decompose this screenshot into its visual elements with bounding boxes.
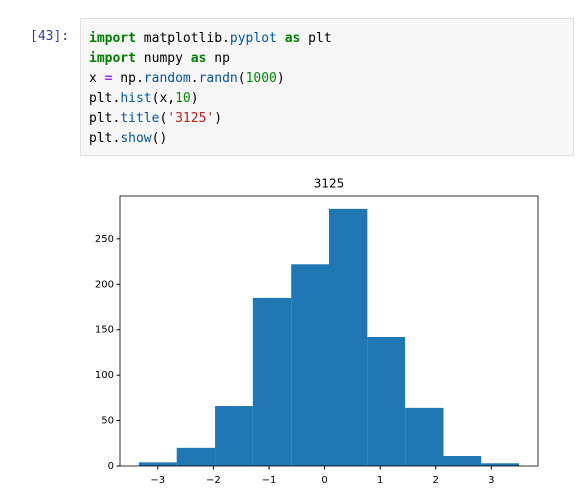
code-token: show (120, 131, 152, 146)
code-token: ) (214, 111, 223, 126)
code-token: randn (198, 71, 238, 86)
x-tick-label: −1 (262, 475, 277, 486)
code-token: ) (276, 71, 285, 86)
code-token: import (89, 51, 136, 66)
code-token: title (120, 111, 160, 126)
code-line: plt.hist(x,10) (89, 89, 565, 109)
code-token: plt (300, 31, 332, 46)
code-token: 1000 (245, 71, 277, 86)
bar (481, 463, 520, 466)
x-tick-label: −2 (206, 475, 221, 486)
code-token: = (104, 71, 113, 86)
code-cell[interactable]: import matplotlib.pyplot as plt import nu… (80, 18, 574, 156)
bar (443, 456, 482, 466)
bar (138, 462, 177, 466)
code-line: plt.show() (89, 129, 565, 149)
code-token: np. (112, 71, 144, 86)
x-tick-label: 3 (488, 475, 494, 486)
y-tick-label: 250 (95, 234, 114, 245)
y-tick-label: 100 (95, 370, 114, 381)
code-token: pyplot (229, 31, 277, 46)
code-token: np (206, 51, 230, 66)
bar (252, 297, 292, 466)
code-token: as (190, 51, 207, 66)
code-line: import numpy as np (89, 49, 565, 69)
x-tick-label: 1 (377, 475, 383, 486)
x-tick-label: −3 (150, 475, 165, 486)
bar (367, 336, 406, 466)
code-token: hist (120, 91, 152, 106)
code-token: numpy (135, 51, 191, 66)
code-token: ) (190, 91, 199, 106)
bar (215, 406, 253, 466)
chart-title: 3125 (314, 177, 345, 191)
code-token: () (151, 131, 168, 146)
axes-frame (119, 195, 539, 467)
bar (291, 264, 329, 466)
code-token: matplotlib. (135, 31, 230, 46)
x-tick-label: 0 (321, 475, 327, 486)
code-token: . (190, 71, 199, 86)
code-token: (x, (151, 91, 176, 106)
code-token: random (143, 71, 191, 86)
y-tick-label: 50 (101, 416, 114, 427)
code-line: x = np.random.randn(1000) (89, 69, 565, 89)
cell-prompt: [43]: (30, 29, 70, 44)
code-token: import (89, 31, 136, 46)
code-token: as (284, 31, 301, 46)
code-token: plt. (89, 111, 121, 126)
bar (176, 447, 216, 466)
bar (329, 208, 368, 466)
code-token: ( (237, 71, 246, 86)
code-token: ( (159, 111, 168, 126)
code-line: import matplotlib.pyplot as plt (89, 29, 565, 49)
code-token: x (89, 71, 105, 86)
x-tick-label: 2 (433, 475, 439, 486)
y-tick-label: 150 (95, 325, 114, 336)
code-line: plt.title('3125') (89, 109, 565, 129)
code-token: plt. (89, 131, 121, 146)
code-token: plt. (89, 91, 121, 106)
code-token: 10 (175, 91, 191, 106)
bar (405, 407, 444, 466)
y-tick-label: 200 (95, 279, 114, 290)
code-token: '3125' (167, 111, 215, 126)
y-tick-label: 0 (108, 461, 114, 472)
